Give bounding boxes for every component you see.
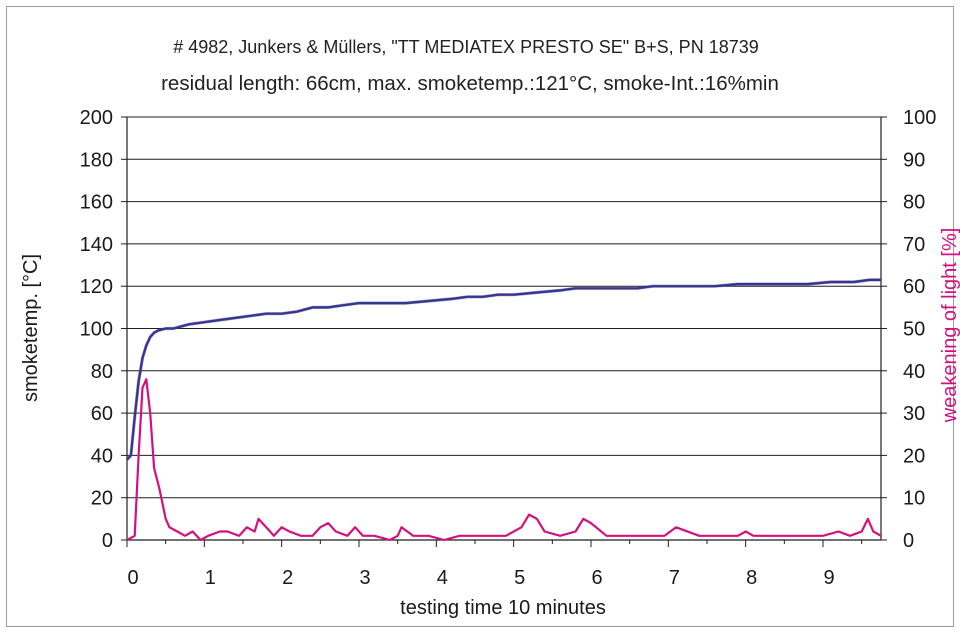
y2-tick-label: 0 <box>903 530 914 552</box>
x-tick-label: 3 <box>359 567 370 589</box>
x-tick-label: 7 <box>669 567 680 589</box>
x-tick-label: 8 <box>746 567 757 589</box>
y2-axis-label: weakening of light [%] <box>939 228 960 424</box>
x-tick-label: 6 <box>591 567 602 589</box>
y2-tick-label: 80 <box>903 192 925 214</box>
x-tick-label: 0 <box>127 567 138 589</box>
y-tick-label: 180 <box>80 149 113 171</box>
y2-tick-label: 70 <box>903 234 925 256</box>
y-tick-label: 0 <box>102 530 113 552</box>
y-tick-label: 20 <box>91 488 113 510</box>
temperature-shadow-line <box>125 278 881 461</box>
y2-tick-label: 40 <box>903 361 925 383</box>
y-tick-label: 60 <box>91 403 113 425</box>
y-tick-label: 100 <box>80 319 113 341</box>
y2-tick-label: 10 <box>903 488 925 510</box>
x-axis-label: testing time 10 minutes <box>400 597 606 619</box>
y2-tick-label: 30 <box>903 403 925 425</box>
y-tick-label: 140 <box>80 234 113 256</box>
y-tick-label: 200 <box>80 107 113 129</box>
tick-labels: 0204060801001201401601802000102030405060… <box>80 107 937 589</box>
chart-title: # 4982, Junkers & Müllers, "TT MEDIATEX … <box>173 37 759 57</box>
light-weakening-line <box>126 378 882 542</box>
x-tick-label: 5 <box>514 567 525 589</box>
x-tick-label: 2 <box>282 567 293 589</box>
chart-subtitle: residual length: 66cm, max. smoketemp.:1… <box>161 72 779 95</box>
x-tick-label: 4 <box>437 567 448 589</box>
y2-tick-label: 100 <box>903 107 936 129</box>
y-tick-label: 120 <box>80 276 113 298</box>
y-tick-label: 80 <box>91 361 113 383</box>
x-tick-label: 9 <box>823 567 834 589</box>
y-tick-label: 40 <box>91 445 113 467</box>
y2-tick-label: 60 <box>903 276 925 298</box>
y2-tick-label: 50 <box>903 319 925 341</box>
series-group <box>125 278 882 542</box>
chart-frame <box>6 6 954 627</box>
y-axis-label: smoketemp. [°C] <box>20 254 42 402</box>
y-tick-label: 160 <box>80 192 113 214</box>
smoketemp-line <box>126 278 881 461</box>
x-tick-label: 1 <box>205 567 216 589</box>
y2-tick-label: 20 <box>903 445 925 467</box>
gridlines <box>127 116 881 499</box>
axes <box>121 116 887 547</box>
y2-tick-label: 90 <box>903 149 925 171</box>
